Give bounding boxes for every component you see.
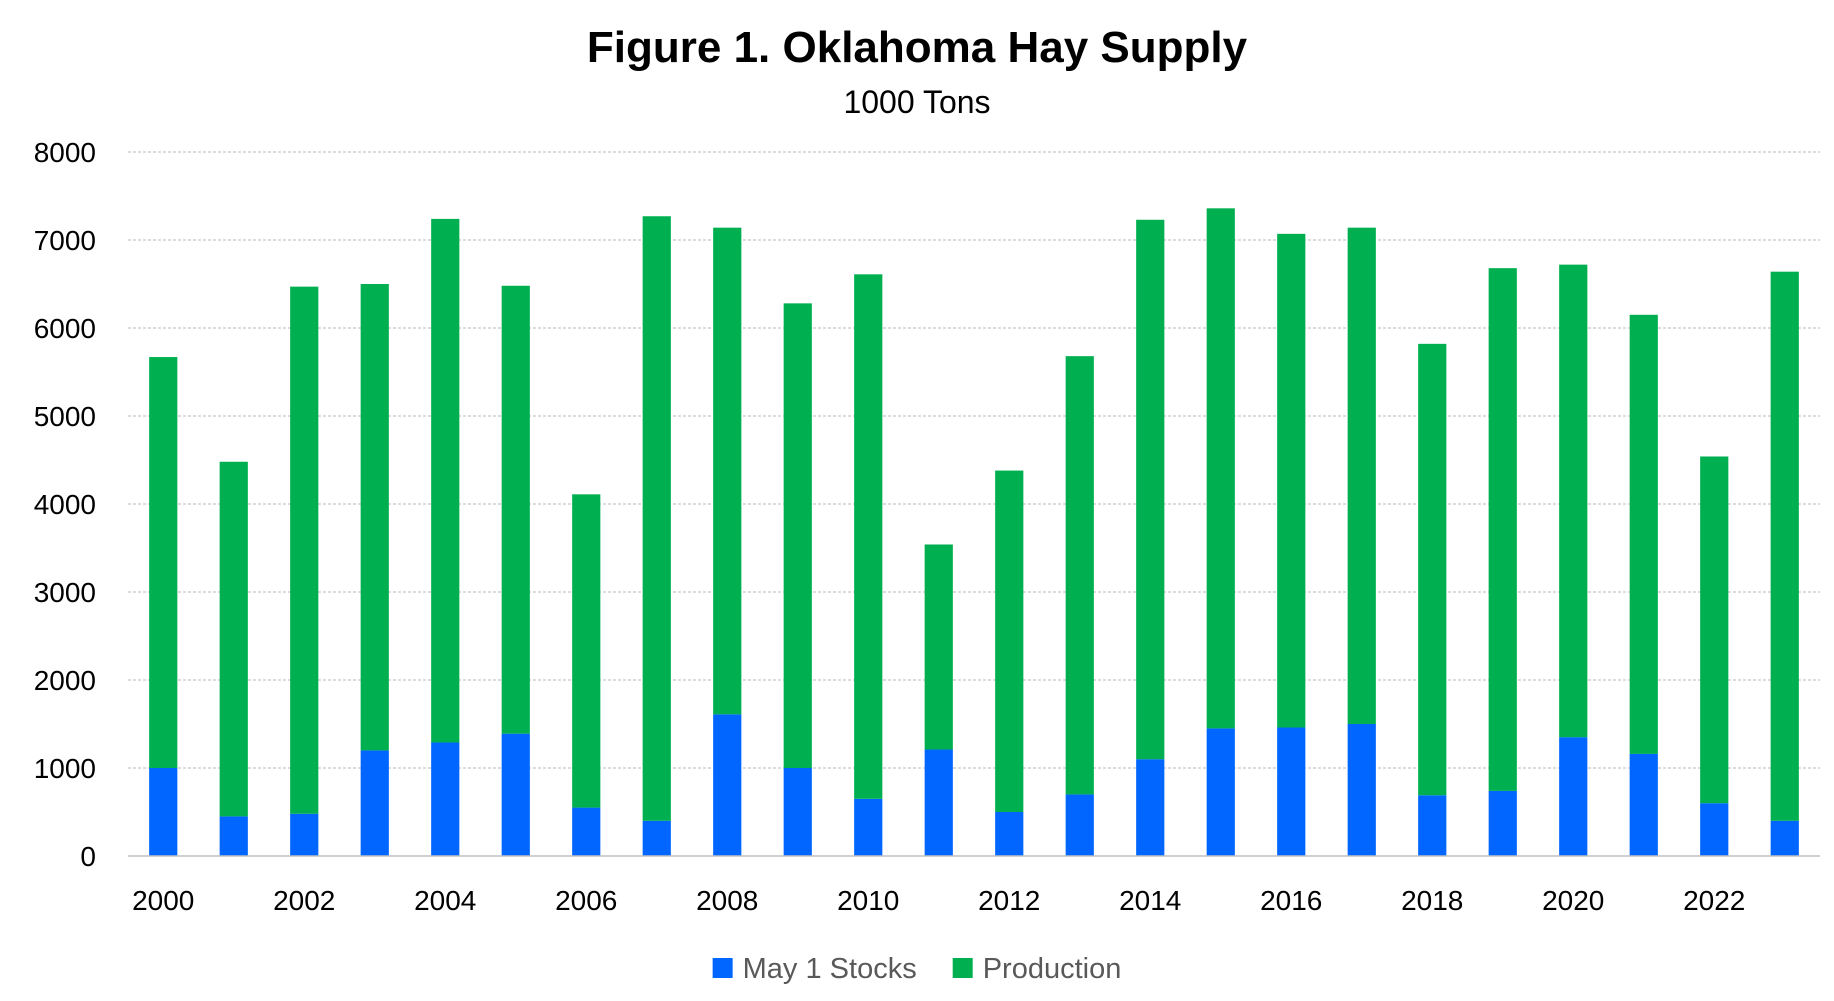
bar-production-2003 xyxy=(360,284,389,751)
y-tick-label: 6000 xyxy=(34,313,96,344)
bar-may-1-stocks-2006 xyxy=(572,807,601,856)
bar-production-2021 xyxy=(1629,314,1658,754)
legend-item-production: Production xyxy=(952,953,1122,985)
bar-may-1-stocks-2001 xyxy=(219,816,248,856)
legend-label: May 1 Stocks xyxy=(743,953,917,985)
bar-production-2010 xyxy=(854,274,883,799)
bar-production-2018 xyxy=(1418,343,1447,796)
bar-may-1-stocks-2015 xyxy=(1206,728,1235,856)
bar-production-2017 xyxy=(1347,227,1376,724)
bar-production-2002 xyxy=(290,286,319,814)
bar-may-1-stocks-2017 xyxy=(1347,724,1376,856)
y-tick-label: 3000 xyxy=(34,577,96,608)
bar-may-1-stocks-2009 xyxy=(783,768,812,856)
legend-swatch xyxy=(712,958,733,978)
y-tick-label: 1000 xyxy=(34,753,96,784)
x-tick-label: 2014 xyxy=(1119,885,1181,916)
gridlines xyxy=(128,151,1820,769)
bar-production-2012 xyxy=(995,470,1024,812)
y-tick-label: 8000 xyxy=(34,137,96,168)
bar-may-1-stocks-2018 xyxy=(1418,795,1447,856)
bar-production-2013 xyxy=(1065,356,1094,795)
bars xyxy=(149,208,1799,856)
bar-production-2016 xyxy=(1277,233,1306,728)
bar-may-1-stocks-2010 xyxy=(854,798,883,856)
bar-may-1-stocks-2004 xyxy=(431,742,460,856)
bar-may-1-stocks-2002 xyxy=(290,813,319,856)
bar-may-1-stocks-2023 xyxy=(1770,820,1799,856)
bar-production-2022 xyxy=(1700,456,1729,804)
bar-production-2004 xyxy=(431,218,460,743)
bar-production-2007 xyxy=(642,216,671,821)
bar-may-1-stocks-2000 xyxy=(149,768,178,856)
y-tick-label: 2000 xyxy=(34,665,96,696)
x-tick-label: 2006 xyxy=(555,885,617,916)
legend-item-may-1-stocks: May 1 Stocks xyxy=(712,953,917,985)
bar-may-1-stocks-2016 xyxy=(1277,727,1306,856)
x-tick-label: 2016 xyxy=(1260,885,1322,916)
legend-label: Production xyxy=(983,953,1122,985)
y-tick-label: 4000 xyxy=(34,489,96,520)
x-tick-label: 2000 xyxy=(132,885,194,916)
bar-may-1-stocks-2008 xyxy=(713,714,742,856)
bar-may-1-stocks-2012 xyxy=(995,812,1024,856)
x-tick-label: 2008 xyxy=(696,885,758,916)
x-tick-label: 2002 xyxy=(273,885,335,916)
bar-production-2000 xyxy=(149,357,178,768)
bar-may-1-stocks-2014 xyxy=(1136,759,1165,856)
bar-may-1-stocks-2019 xyxy=(1488,790,1517,856)
y-tick-label: 5000 xyxy=(34,401,96,432)
bar-production-2020 xyxy=(1559,264,1588,738)
bar-production-2006 xyxy=(572,494,601,808)
x-axis: 2000 2002 2004 2006 2008 2010 2012 2014 2016 2018… xyxy=(128,855,1820,916)
bar-production-2001 xyxy=(219,461,248,817)
bar-production-2008 xyxy=(713,227,742,715)
bar-production-2009 xyxy=(783,303,812,768)
bar-may-1-stocks-2005 xyxy=(501,733,530,856)
bar-may-1-stocks-2020 xyxy=(1559,737,1588,856)
bar-may-1-stocks-2022 xyxy=(1700,803,1729,856)
chart-title: Figure 1. Oklahoma Hay Supply xyxy=(587,23,1248,72)
bar-production-2005 xyxy=(501,285,530,734)
chart-subtitle: 1000 Tons xyxy=(843,84,990,120)
y-axis: 0 1000 2000 3000 4000 5000 6000 7000 8000 xyxy=(34,137,96,872)
bar-may-1-stocks-2003 xyxy=(360,750,389,856)
legend-swatch xyxy=(952,958,973,978)
bar-production-2015 xyxy=(1206,208,1235,729)
bar-production-2011 xyxy=(924,544,953,750)
x-tick-label: 2012 xyxy=(978,885,1040,916)
legend: May 1 Stocks Production xyxy=(712,953,1122,985)
bar-production-2014 xyxy=(1136,219,1165,760)
bar-may-1-stocks-2007 xyxy=(642,820,671,856)
bar-may-1-stocks-2011 xyxy=(924,749,953,856)
x-tick-label: 2010 xyxy=(837,885,899,916)
bar-production-2019 xyxy=(1488,268,1517,791)
y-tick-label: 7000 xyxy=(34,225,96,256)
bar-may-1-stocks-2021 xyxy=(1629,753,1658,856)
bar-production-2023 xyxy=(1770,271,1799,821)
x-tick-label: 2004 xyxy=(414,885,476,916)
x-tick-label: 2020 xyxy=(1542,885,1604,916)
y-tick-label: 0 xyxy=(80,841,96,872)
bar-may-1-stocks-2013 xyxy=(1065,794,1094,856)
x-tick-label: 2022 xyxy=(1683,885,1745,916)
x-tick-label: 2018 xyxy=(1401,885,1463,916)
